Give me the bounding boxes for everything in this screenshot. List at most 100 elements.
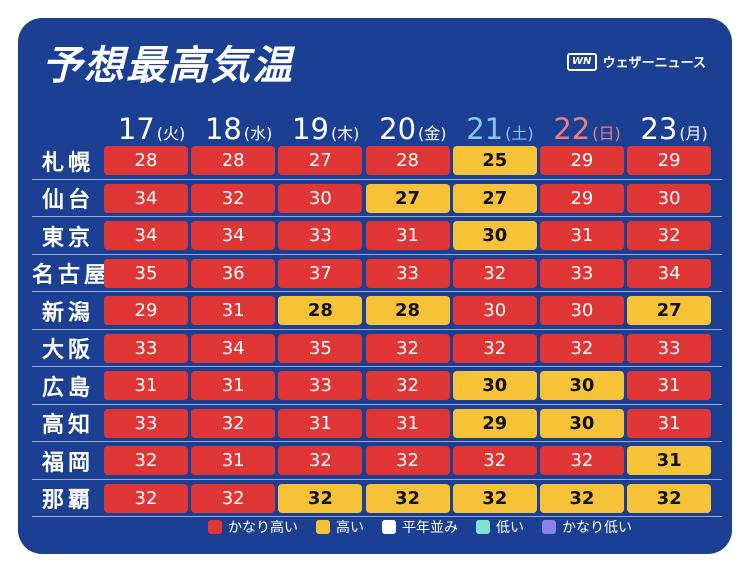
city-label: 那覇 — [41, 488, 94, 514]
temperature-cell: 30 — [452, 221, 537, 251]
temperature-cell: 29 — [539, 146, 624, 176]
temperature-cell: 31 — [365, 221, 450, 251]
city-label: 大阪 — [41, 338, 94, 364]
city-label: 札幌 — [41, 150, 94, 176]
day-date: 23 — [640, 112, 678, 146]
temperature-cell: 34 — [191, 221, 276, 251]
temperature-cell: 30 — [539, 371, 624, 401]
table-row: 東京 34 34 33 31 30 31 32 — [32, 217, 722, 255]
temperature-cell: 31 — [104, 371, 188, 401]
legend-item: かなり高い — [208, 517, 298, 537]
temperature-cell: 33 — [104, 333, 188, 363]
temperature-cell: 32 — [191, 183, 276, 213]
temperature-cell: 31 — [191, 446, 276, 476]
day-date: 22 — [553, 112, 591, 146]
temperature-cell: 31 — [191, 296, 276, 326]
temperature-cell: 31 — [627, 371, 712, 401]
temperature-cell: 33 — [278, 221, 363, 251]
temperature-cell: 32 — [365, 483, 450, 513]
legend-swatch — [316, 520, 330, 534]
temperature-cell: 25 — [452, 146, 537, 176]
temperature-cell: 32 — [104, 446, 188, 476]
city-label: 仙台 — [41, 188, 94, 214]
legend: かなり高い 高い 平年並み 低い かなり低い — [208, 517, 632, 537]
table-row: 福岡 32 31 32 32 32 32 31 — [32, 442, 722, 480]
temperature-cell: 28 — [365, 296, 450, 326]
temperature-cell: 30 — [627, 183, 712, 213]
temperature-cell: 32 — [104, 483, 188, 513]
temperature-cell: 32 — [452, 333, 537, 363]
weathernews-logo-icon: WN — [566, 52, 597, 71]
day-weekday: (火) — [156, 124, 186, 143]
temperature-cell: 33 — [365, 258, 450, 288]
temperature-cell: 31 — [539, 221, 624, 251]
temperature-cell: 32 — [365, 371, 450, 401]
day-weekday: (金) — [418, 124, 447, 143]
page-title: 予想最高気温 — [42, 43, 294, 89]
city-label: 新潟 — [41, 300, 94, 326]
temperature-table: 札幌 28 28 27 28 25 29 29 仙台 34 32 30 27 27 29 30 東京 34 34 33… — [32, 142, 722, 517]
legend-item: 低い — [476, 517, 524, 537]
temperature-cell: 28 — [365, 146, 450, 176]
temperature-cell: 30 — [452, 371, 537, 401]
forecast-card: 予想最高気温 WN ウェザーニュース 17 (火) 18 (水) 19 (木) 20 (金) 2… — [18, 18, 732, 554]
temperature-cell: 32 — [627, 221, 712, 251]
table-row: 大阪 33 34 35 32 32 32 33 — [32, 330, 722, 368]
temperature-cell: 31 — [278, 408, 363, 438]
legend-item: 平年並み — [382, 517, 458, 537]
temperature-cell: 34 — [191, 333, 276, 363]
temperature-cell: 32 — [365, 333, 450, 363]
temperature-cell: 32 — [539, 446, 624, 476]
table-row: 名古屋 35 36 37 33 32 33 34 — [32, 255, 722, 293]
temperature-cell: 32 — [452, 446, 537, 476]
table-row: 那覇 32 32 32 32 32 32 32 — [32, 480, 722, 518]
temperature-cell: 31 — [627, 446, 712, 476]
day-header-18: 18 (水) — [195, 108, 282, 155]
table-row: 高知 33 32 31 31 29 30 31 — [32, 405, 722, 443]
temperature-cell: 33 — [627, 333, 712, 363]
city-label: 東京 — [41, 225, 94, 251]
day-date: 19 — [292, 112, 329, 146]
day-header-23: 23 (月) — [631, 108, 718, 155]
legend-label: かなり高い — [228, 520, 298, 536]
city-label: 福岡 — [41, 450, 94, 476]
temperature-cell: 30 — [539, 296, 624, 326]
temperature-cell: 30 — [278, 183, 363, 213]
temperature-cell: 32 — [278, 446, 363, 476]
temperature-cell: 32 — [539, 483, 624, 513]
day-date: 20 — [379, 112, 417, 146]
temperature-cell: 32 — [452, 483, 537, 513]
brand: WN ウェザーニュース — [566, 52, 706, 71]
day-header: 17 (火) 18 (水) 19 (木) 20 (金) 21 (土) 22 (日) 23 (月) — [108, 108, 718, 150]
brand-name: ウェザーニュース — [602, 56, 706, 71]
day-header-21: 21 (土) — [456, 108, 543, 155]
temperature-cell: 32 — [278, 483, 363, 513]
day-date: 18 — [204, 112, 242, 146]
temperature-cell: 36 — [191, 258, 276, 288]
temperature-cell: 29 — [627, 146, 712, 176]
temperature-cell: 27 — [365, 183, 450, 213]
day-weekday: (月) — [679, 124, 708, 143]
temperature-cell: 32 — [452, 258, 537, 288]
legend-label: 平年並み — [402, 520, 458, 536]
day-weekday: (木) — [330, 124, 360, 143]
legend-swatch — [382, 520, 396, 534]
temperature-cell: 31 — [191, 371, 276, 401]
temperature-cell: 27 — [278, 146, 363, 176]
table-row: 仙台 34 32 30 27 27 29 30 — [32, 180, 722, 218]
temperature-cell: 30 — [539, 408, 624, 438]
temperature-cell: 27 — [627, 296, 712, 326]
legend-label: かなり低い — [562, 520, 632, 536]
temperature-cell: 27 — [452, 183, 537, 213]
table-row: 新潟 29 31 28 28 30 30 27 — [32, 292, 722, 330]
temperature-cell: 30 — [452, 296, 537, 326]
temperature-cell: 37 — [278, 258, 363, 288]
temperature-cell: 32 — [191, 483, 276, 513]
temperature-cell: 28 — [191, 146, 276, 176]
temperature-cell: 29 — [539, 183, 624, 213]
day-header-17: 17 (火) — [108, 108, 195, 155]
temperature-cell: 28 — [278, 296, 363, 326]
legend-label: 低い — [496, 520, 524, 536]
temperature-cell: 34 — [104, 221, 188, 251]
temperature-cell: 32 — [191, 408, 276, 438]
